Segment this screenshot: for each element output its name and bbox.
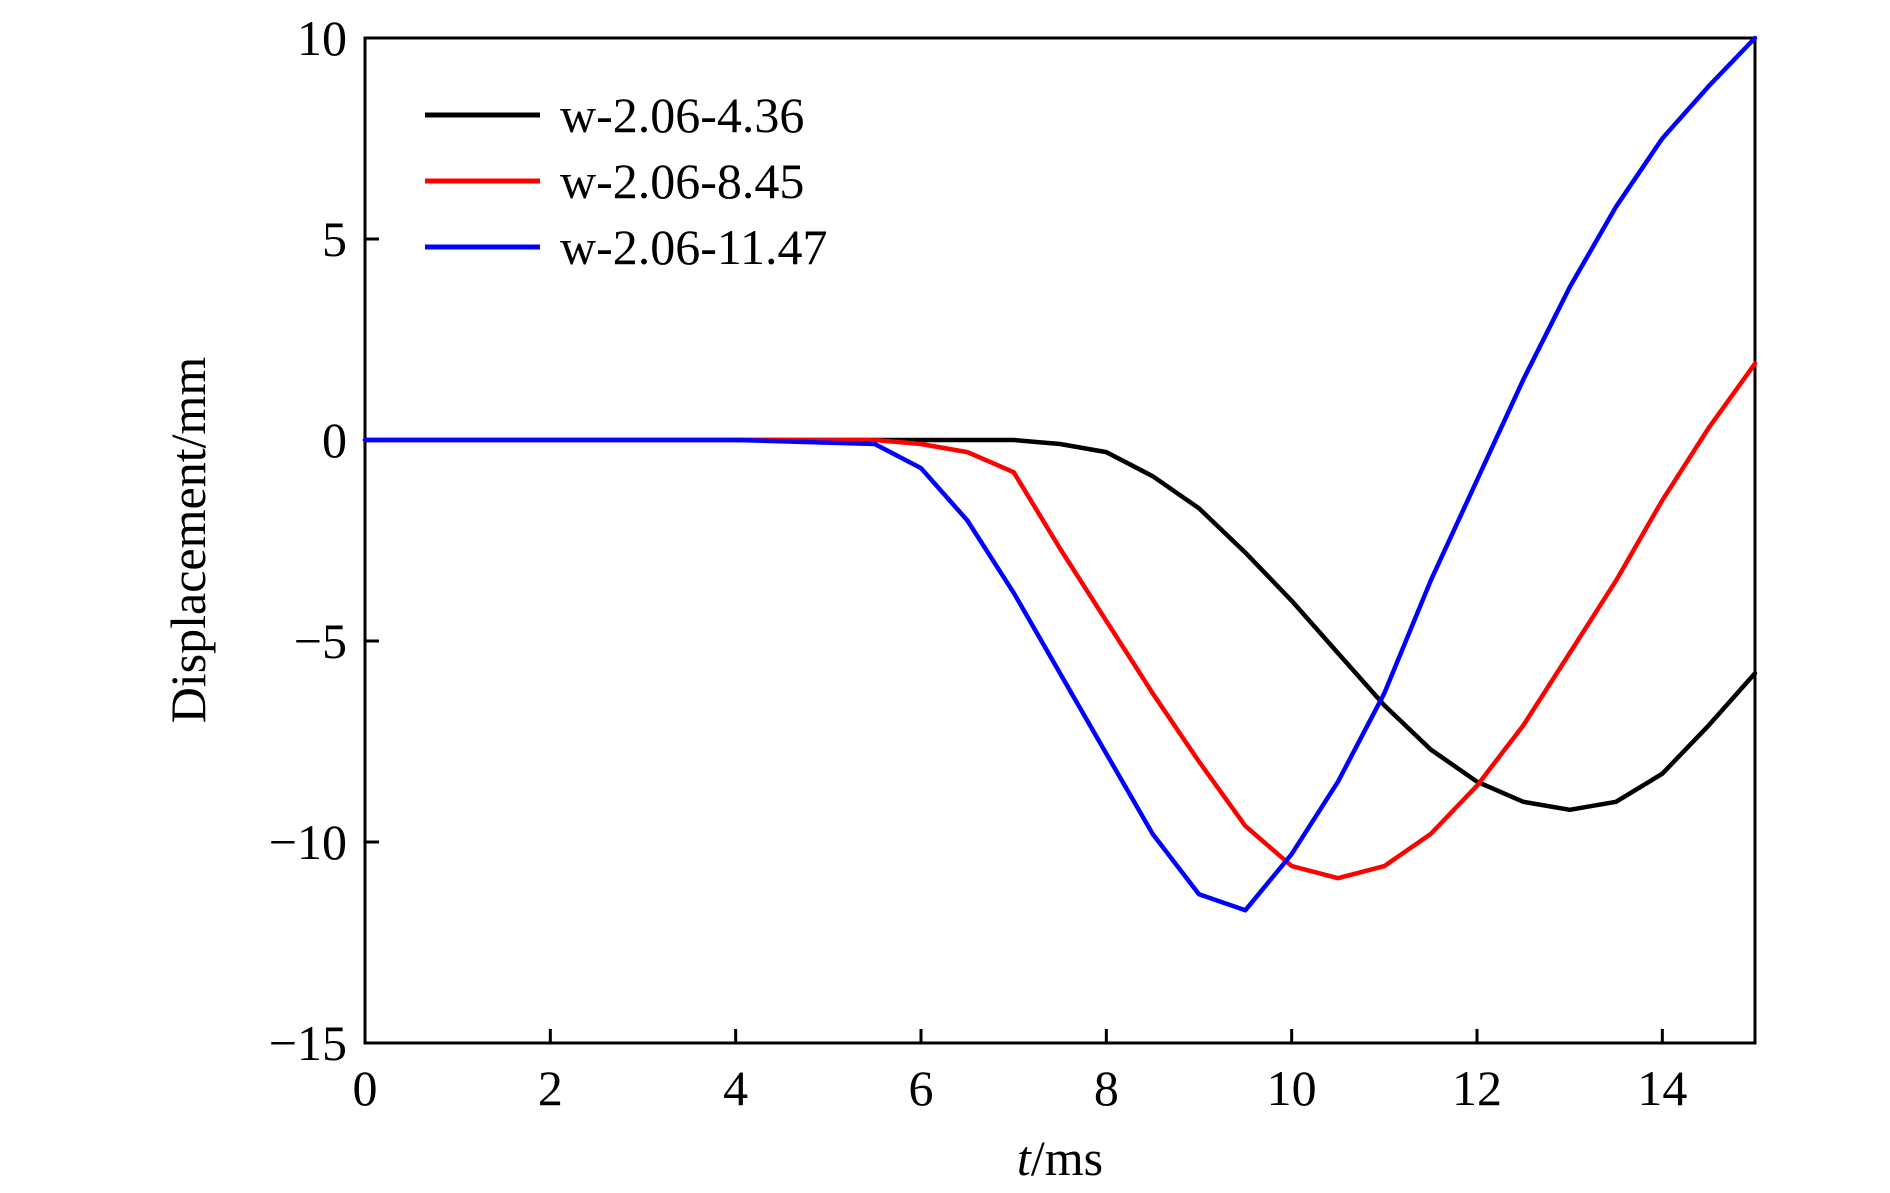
series-line-2 [362,361,1758,881]
y-tick-label: 0 [322,412,347,468]
legend: w-2.06-4.36 w-2.06-8.45 w-2.06-11.47 [425,87,828,275]
x-tick-label: 8 [1094,1060,1119,1116]
y-axis-ticks: 10 5 0 −5 −10 −15 [269,10,379,1071]
x-axis-title: t/ms [1017,1130,1103,1186]
y-tick-label: −5 [294,613,347,669]
y-tick-label: 5 [322,211,347,267]
x-tick-label: 6 [909,1060,934,1116]
x-tick-label: 10 [1267,1060,1317,1116]
series-line-3 [362,35,1758,913]
plot-frame [363,36,1757,1045]
legend-label-3: w-2.06-11.47 [560,219,828,275]
y-tick-label: −15 [269,1015,347,1071]
x-axis-title-italic: t [1017,1130,1032,1186]
legend-label-1: w-2.06-4.36 [560,87,804,143]
x-tick-label: 12 [1452,1060,1502,1116]
series-line-1 [362,437,1758,813]
x-axis-title-unit: /ms [1031,1130,1103,1186]
legend-label-2: w-2.06-8.45 [560,153,804,209]
x-tick-label: 2 [538,1060,563,1116]
x-axis-ticks: 0 2 4 6 8 10 12 14 [353,1029,1687,1116]
x-tick-label: 4 [723,1060,748,1116]
y-tick-label: −10 [269,814,347,870]
y-axis-title: Displacement/mm [160,357,216,724]
x-tick-label: 14 [1637,1060,1687,1116]
y-tick-label: 10 [297,10,347,66]
x-tick-label: 0 [353,1060,378,1116]
series-lines [362,35,1758,913]
